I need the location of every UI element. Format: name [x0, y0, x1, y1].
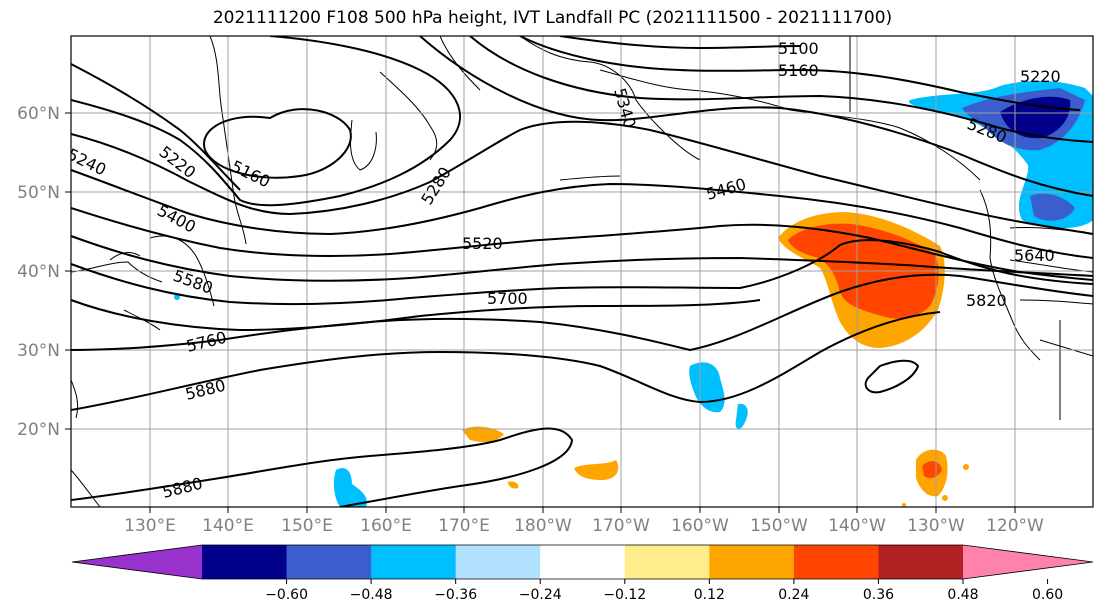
colorbar-outline: [71, 544, 1094, 580]
ivt-positive-shading: [462, 212, 969, 507]
lon-label: 160°W: [671, 516, 729, 536]
lat-label: 30°N: [17, 341, 60, 361]
latitude-labels: 60°N 50°N 40°N 30°N 20°N: [17, 104, 60, 440]
lon-label: 150°E: [281, 516, 333, 536]
lon-label: 180°W: [514, 516, 572, 536]
contour-label: 5640: [1014, 246, 1055, 265]
lat-label: 50°N: [17, 183, 60, 203]
colorbar-tick-label: 0.48: [947, 587, 978, 601]
lon-label: 140°E: [202, 516, 254, 536]
colorbar-tick-label: −0.24: [519, 587, 562, 601]
ivt-negative-shading: [174, 80, 1093, 507]
map-title: 2021111200 F108 500 hPa height, IVT Land…: [212, 8, 893, 28]
colorbar-segment: [371, 545, 457, 579]
contour-label: 5460: [704, 174, 748, 203]
colorbar-tick-label: 0.60: [1032, 587, 1063, 601]
contour-label: 5220: [1020, 67, 1061, 86]
colorbar-segment: [540, 545, 626, 579]
colorbar-segment: [286, 545, 372, 579]
contour-label: 5880: [160, 474, 204, 502]
contour-label: 5700: [487, 289, 528, 308]
contour-label: 5100: [778, 39, 819, 58]
longitude-labels: 130°E 140°E 150°E 160°E 170°E 180°W 170°…: [124, 516, 1044, 536]
colorbar-tick-label: 0.24: [778, 587, 809, 601]
lon-label: 170°E: [438, 516, 490, 536]
axis-ticks: [65, 112, 1016, 513]
colorbar-segment: [202, 545, 288, 579]
lon-label: 140°W: [828, 516, 886, 536]
lat-label: 40°N: [17, 262, 60, 282]
height-contours: [71, 36, 1093, 507]
colorbar-extend-high: [963, 545, 1093, 579]
colorbar: −0.60 −0.48 −0.36 −0.24 −0.12 0.12 0.24 0.36 0.4…: [71, 544, 1094, 601]
colorbar-segment: [624, 545, 710, 579]
colorbar-segment: [709, 545, 795, 579]
colorbar-tick-label: −0.12: [603, 587, 646, 601]
lat-label: 60°N: [17, 104, 60, 124]
lon-label: 130°E: [124, 516, 176, 536]
contour-label: 5820: [966, 291, 1007, 310]
lon-label: 170°W: [592, 516, 650, 536]
contour-label: 5400: [154, 201, 199, 237]
lon-label: 150°W: [750, 516, 808, 536]
gridlines: [71, 36, 1093, 507]
colorbar-segment: [793, 545, 879, 579]
colorbar-segment: [455, 545, 541, 579]
coastlines: [71, 36, 1093, 507]
colorbar-tick-label: 0.12: [694, 587, 725, 601]
colorbar-tick-label: 0.36: [863, 587, 894, 601]
contour-label: 5760: [184, 328, 228, 356]
colorbar-segment: [878, 545, 964, 579]
contour-label: 5880: [183, 376, 227, 404]
lon-label: 120°W: [986, 516, 1044, 536]
contour-label: 5520: [462, 234, 503, 253]
lat-label: 20°N: [17, 420, 60, 440]
colorbar-tick-label: −0.60: [265, 587, 308, 601]
colorbar-tick-label: −0.36: [434, 587, 477, 601]
lon-label: 160°E: [360, 516, 412, 536]
lon-label: 130°W: [907, 516, 965, 536]
colorbar-tick-label: −0.48: [350, 587, 393, 601]
colorbar-extend-low: [72, 545, 202, 579]
contour-label: 5160: [778, 61, 819, 80]
